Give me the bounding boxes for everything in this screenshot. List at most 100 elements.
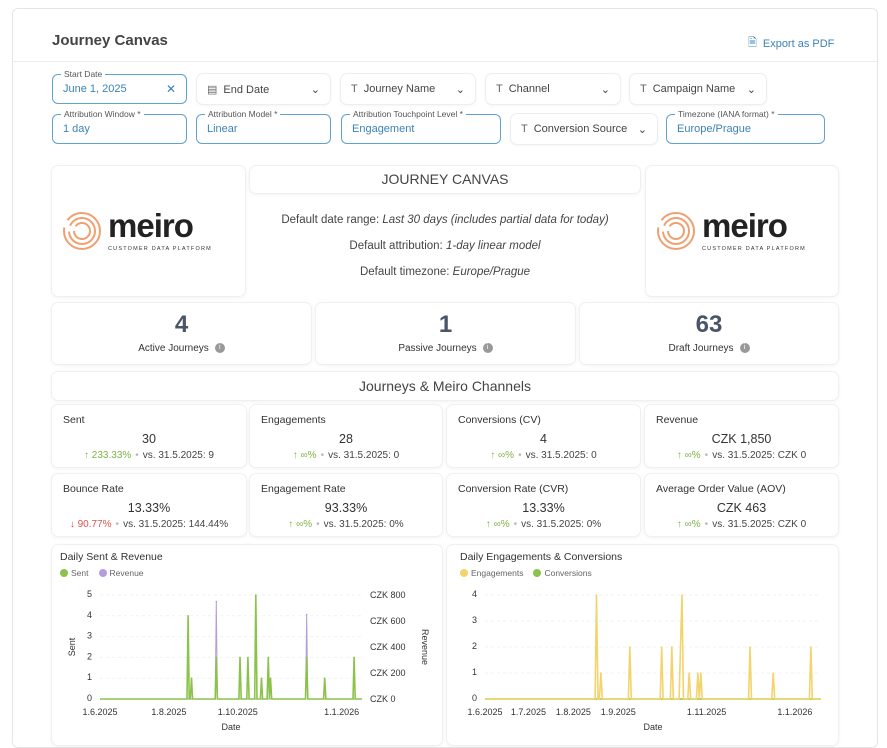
chart-legend: Sent Revenue xyxy=(60,568,434,579)
data-point xyxy=(239,656,241,659)
conversion-source-filter[interactable]: T Conversion Source ⌄ xyxy=(511,114,657,144)
kpi-label: Passive Journeys xyxy=(398,343,477,354)
metric-value: 13.33% xyxy=(127,501,171,515)
campaign-name-filter[interactable]: T Campaign Name ⌄ xyxy=(630,74,766,104)
meiro-logo: meiro CUSTOMER DATA PLATFORM xyxy=(62,208,212,253)
text-icon: T xyxy=(640,83,647,95)
chart-card-sent-revenue: Daily Sent & Revenue Sent Revenue 0 1 2 3 4 5 C… xyxy=(52,545,442,745)
data-point xyxy=(660,646,663,648)
touchpoint-level-field[interactable]: Attribution Touchpoint Level * Engagement xyxy=(341,109,501,144)
x-tick-label: 1.10.2025 xyxy=(218,707,258,717)
metric-compare: vs. 31.5.2025: 9 xyxy=(142,450,214,461)
y2-tick-label: CZK 0 xyxy=(370,694,396,704)
clear-icon[interactable]: ✕ xyxy=(165,82,176,96)
x-tick-label: 1.8.2025 xyxy=(151,707,186,717)
metric-delta: ↑ ∞% • vs. 31.5.2025: CZK 0 xyxy=(645,518,838,531)
data-point xyxy=(697,672,699,674)
legend-item[interactable]: Sent xyxy=(60,568,89,579)
chart-title: Daily Sent & Revenue xyxy=(60,551,163,563)
data-point xyxy=(190,677,193,679)
x-tick-label: 1.7.2025 xyxy=(511,707,546,717)
legend-item[interactable]: Revenue xyxy=(98,568,144,579)
chevron-down-icon: ⌄ xyxy=(746,83,756,96)
metric-change: ∞% xyxy=(498,450,515,461)
metric-label: Sent xyxy=(63,414,85,426)
data-point xyxy=(247,656,249,659)
timezone-field[interactable]: Timezone (IANA format) * Europe/Prague xyxy=(666,109,825,144)
kpi-value: 1 xyxy=(438,311,453,338)
kpi-value: 63 xyxy=(695,311,723,338)
end-date-label: End Date xyxy=(223,83,270,96)
journey-name-filter[interactable]: T Journey Name ⌄ xyxy=(341,74,475,104)
info-icon[interactable]: i xyxy=(214,343,225,354)
kpi-value: 4 xyxy=(174,311,189,338)
separator-dot: • xyxy=(135,450,139,461)
y-tick-label: 0 xyxy=(472,693,477,703)
y2-tick-label: CZK 400 xyxy=(370,642,406,652)
y-tick-label: 3 xyxy=(87,631,92,641)
attribution-model-field[interactable]: Attribution Model * Linear xyxy=(196,109,331,144)
text-icon: T xyxy=(351,83,358,95)
attribution-window-value: 1 day xyxy=(63,123,90,135)
y-tick-label: 4 xyxy=(472,589,477,599)
metric-card: Conversion Rate (CVR) 13.33% ↑ ∞% • vs. 31… xyxy=(447,474,640,536)
data-point xyxy=(305,656,308,659)
metric-change: ∞% xyxy=(300,450,317,461)
channel-filter[interactable]: T Channel ⌄ xyxy=(486,74,620,104)
data-point xyxy=(699,672,702,674)
start-date-field[interactable]: Start Date June 1, 2025 ✕ xyxy=(52,69,187,104)
metric-change: 233.33% xyxy=(91,450,132,461)
metric-compare: vs. 31.5.2025: 144.44% xyxy=(123,519,229,530)
metric-change: ∞% xyxy=(684,450,701,461)
legend-item[interactable]: Engagements xyxy=(460,568,523,579)
metric-compare: vs. 31.5.2025: 0 xyxy=(525,450,597,461)
engagements-conversions-chart: 0 1 2 3 4 1.6.2025 1.7.2025 1.8.2025 1.9.2025 1.1… xyxy=(467,589,821,732)
attribution-window-field[interactable]: Attribution Window * 1 day xyxy=(52,109,187,144)
metric-delta: ↑ ∞% • vs. 31.5.2025: 0% xyxy=(447,518,640,531)
metric-value: CZK 463 xyxy=(716,501,767,515)
data-point xyxy=(810,646,812,648)
x-tick-label: 1.8.2025 xyxy=(556,707,591,717)
line-label: Default date range: xyxy=(281,214,380,226)
section-title: Journeys & Meiro Channels xyxy=(52,372,838,400)
meiro-logo-card-right: meiro CUSTOMER DATA PLATFORM xyxy=(646,166,838,296)
x-tick-label: 1.6.2025 xyxy=(82,707,117,717)
meiro-logo: meiro CUSTOMER DATA PLATFORM xyxy=(656,208,806,253)
export-pdf-button[interactable]: 🗎 Export as PDF xyxy=(748,34,834,53)
metric-label: Revenue xyxy=(656,414,699,426)
text-icon: T xyxy=(496,83,503,95)
chart-legend: Engagements Conversions xyxy=(460,568,825,579)
data-point xyxy=(255,594,257,596)
page-title: Journey Canvas xyxy=(52,32,168,49)
attribution-model-value: Linear xyxy=(207,123,238,135)
end-date-filter[interactable]: ▤ End Date ⌄ xyxy=(197,74,330,104)
y-tick-label: 2 xyxy=(87,651,92,661)
metric-value: 4 xyxy=(540,432,547,446)
y-tick-label: 0 xyxy=(87,693,92,703)
metric-change: 90.77% xyxy=(77,519,112,530)
data-point xyxy=(269,677,272,679)
info-icon[interactable]: i xyxy=(739,343,750,354)
arrow-up-icon: ↑ xyxy=(288,519,294,530)
y-tick-label: 1 xyxy=(87,672,92,682)
legend-label: Engagements xyxy=(471,568,524,578)
separator-dot: • xyxy=(115,519,120,530)
line-label: Default attribution: xyxy=(349,240,443,252)
logo-tagline: CUSTOMER DATA PLATFORM xyxy=(702,246,806,252)
metric-label: Engagement Rate xyxy=(261,483,346,495)
kpi-label: Draft Journeys xyxy=(668,343,734,354)
kpi-active-journeys: 4 Active Journeys i xyxy=(52,303,311,364)
chart-title: Daily Engagements & Conversions xyxy=(460,551,623,563)
data-point xyxy=(260,677,263,679)
legend-item[interactable]: Conversions xyxy=(533,568,592,579)
data-point xyxy=(305,613,308,616)
journey-name-label: Journey Name xyxy=(363,83,436,95)
separator-dot: • xyxy=(704,450,709,461)
metric-value: 28 xyxy=(339,432,353,446)
start-date-value: June 1, 2025 xyxy=(63,83,127,95)
info-icon[interactable]: i xyxy=(482,343,493,354)
kpi-draft-journeys: 63 Draft Journeys i xyxy=(580,303,838,364)
metric-compare: vs. 31.5.2025: CZK 0 xyxy=(712,519,807,530)
y-tick-label: 5 xyxy=(87,589,92,599)
default-timezone: Default timezone: Europe/Prague xyxy=(250,259,640,285)
